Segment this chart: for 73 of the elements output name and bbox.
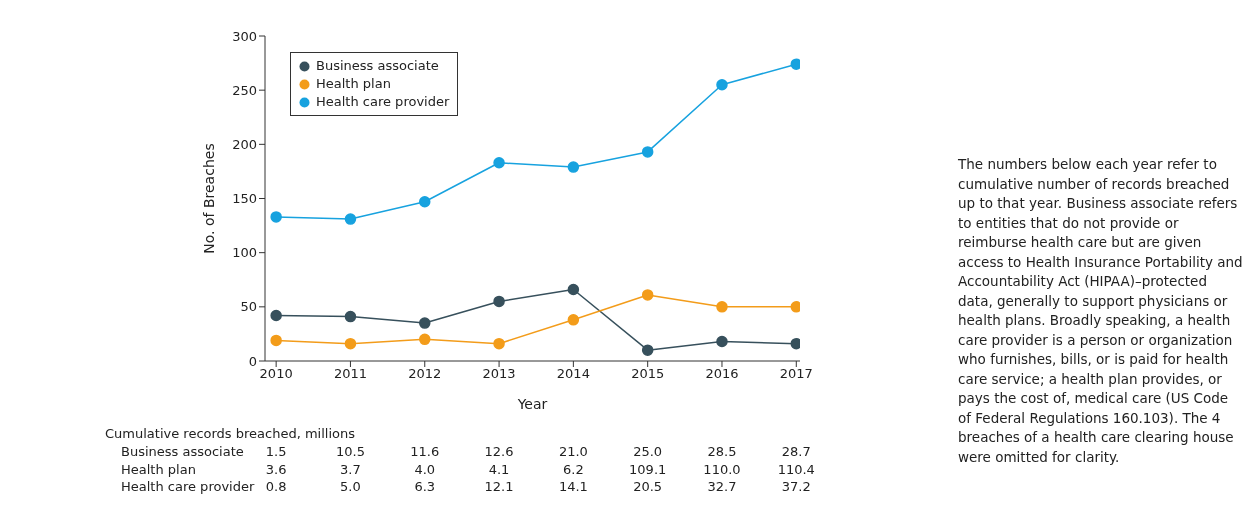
text: Cumulative records breached, millions: [105, 426, 356, 441]
point: [419, 333, 431, 346]
point: [344, 213, 357, 225]
x-tick-label: 2016: [705, 366, 739, 382]
y-tick-label: 250: [232, 82, 257, 98]
text: 110.4: [776, 461, 816, 477]
point: [344, 310, 357, 323]
point: [716, 335, 728, 348]
x-tick-label: 2017: [779, 366, 813, 382]
y-tick-label: 200: [232, 136, 257, 152]
y-tick-label: 0: [248, 353, 257, 369]
legend-label: Health care provider: [316, 93, 450, 111]
point: [641, 344, 654, 356]
x-tick-label: 2012: [408, 366, 442, 382]
legend-label: Health plan: [316, 75, 391, 93]
x-tick-label: 2015: [631, 366, 665, 382]
text: 109.1: [628, 461, 668, 477]
point: [419, 196, 431, 208]
point: [641, 146, 654, 158]
text: 21.0: [557, 444, 589, 459]
text: 28.7: [780, 444, 812, 459]
text: 110.0: [702, 461, 742, 477]
text: Health care provider: [121, 479, 255, 494]
point: [493, 295, 505, 308]
x-tick-label: 2011: [333, 366, 367, 382]
text: Business associate: [121, 444, 244, 459]
x-tick-label: 2010: [259, 366, 293, 382]
text: Health plan: [121, 461, 196, 477]
point: [270, 334, 282, 347]
point: [270, 309, 282, 322]
text: 4.0: [413, 461, 437, 477]
x-tick-label: 2014: [556, 366, 590, 382]
text: 20.5: [632, 479, 664, 494]
point: [790, 58, 800, 70]
point: [790, 337, 800, 350]
point: [790, 301, 800, 313]
point: [493, 337, 505, 350]
text: The numbers below each year refer to cumulative number of records breached up to that year. Business associate refers to entities that do not provide or reimburse health care but are given access to Health Insurance Portability and Accountability Act (HIPAA)–protected data, generally to support physicians or health plans. Broadly speaking, a health care provider is a person or organization who furnishes, bills, or is paid for health care service; a health plan provides, or pays the cost of, medical care (US Code of Federal Regulations 160.103). The 4 breaches of a health care clearing house were omitted for clarity.: [958, 156, 1243, 465]
text: 25.0: [632, 444, 664, 459]
text: 12.6: [483, 444, 515, 459]
text: 28.5: [706, 444, 738, 459]
point: [641, 289, 654, 301]
point: [493, 157, 505, 169]
x-axis-title: Year: [516, 396, 548, 412]
text: 6.2: [562, 461, 585, 477]
point: [270, 211, 282, 223]
text: 14.1: [557, 479, 589, 494]
text: 5.0: [339, 479, 362, 494]
x-tick-label: 2013: [482, 366, 516, 382]
text: 6.3: [413, 479, 437, 494]
legend-label: Business associate: [316, 57, 439, 75]
point: [716, 301, 728, 313]
point: [567, 161, 580, 173]
point: [344, 337, 357, 350]
y-axis-title: No. of Breaches: [200, 143, 217, 254]
point: [419, 317, 431, 329]
text: 3.6: [264, 461, 288, 477]
text: 11.6: [409, 444, 441, 459]
text: 3.7: [339, 461, 362, 477]
point: [567, 314, 580, 326]
point: [567, 283, 580, 296]
point: [716, 79, 728, 91]
text: 4.1: [487, 461, 511, 477]
text: 10.5: [334, 444, 366, 459]
text: 32.7: [706, 479, 738, 494]
text: 1.5: [264, 444, 288, 459]
text: 37.2: [780, 479, 812, 494]
y-tick-label: 50: [240, 299, 257, 315]
y-tick-label: 150: [232, 191, 257, 207]
text: 12.1: [483, 479, 515, 494]
text: 0.8: [265, 479, 287, 494]
y-tick-label: 300: [232, 28, 257, 44]
y-tick-label: 100: [232, 245, 257, 261]
